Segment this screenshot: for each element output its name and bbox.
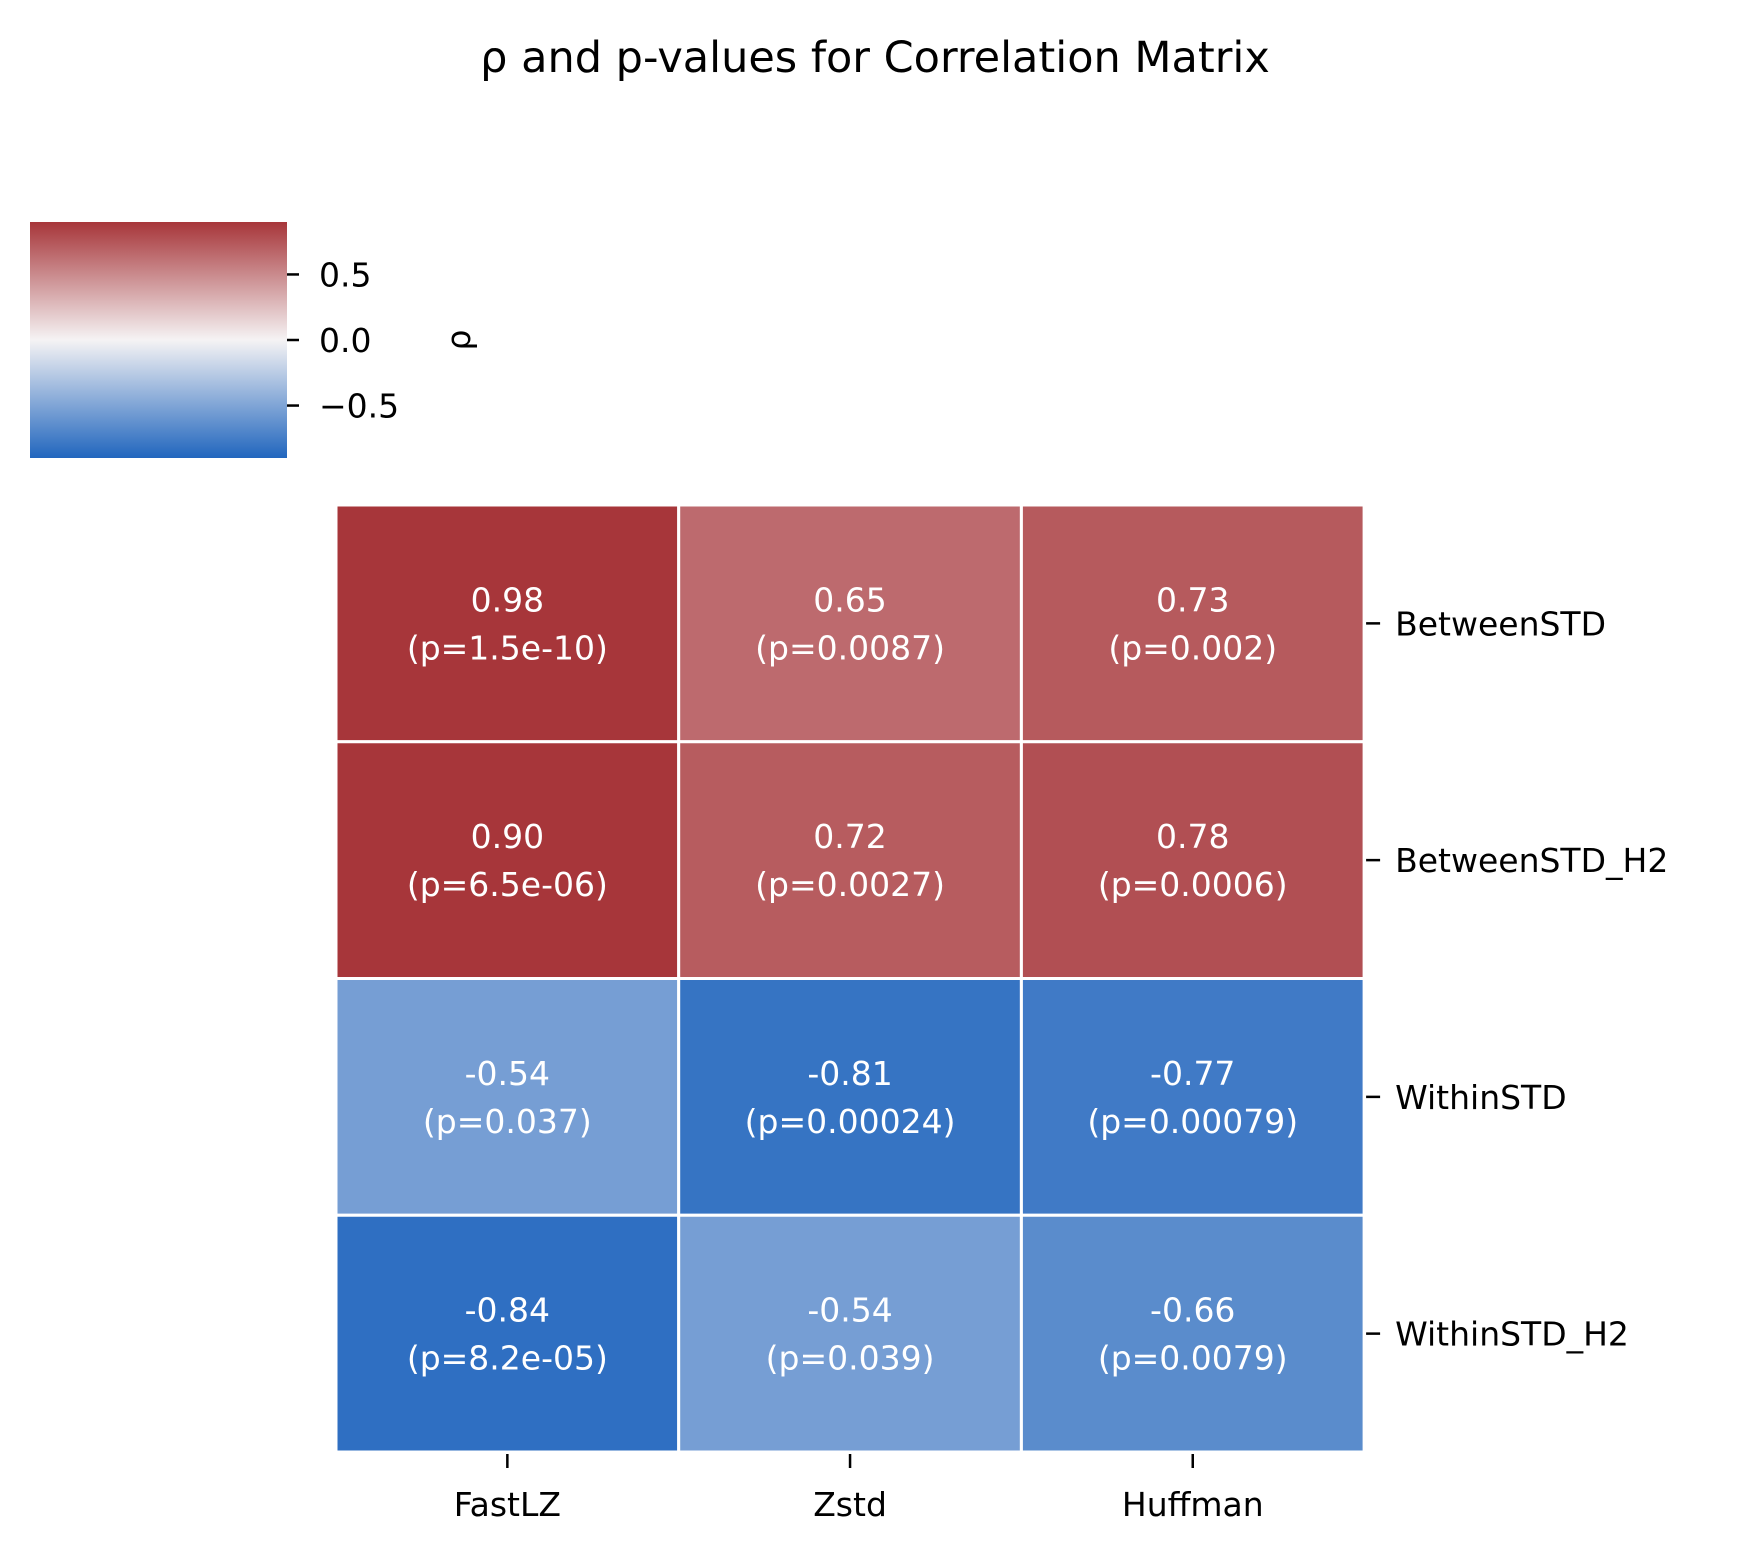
colorbar-tick-label: −0.5 (319, 387, 399, 426)
column-axis: FastLZ Zstd Huffman (454, 1454, 1264, 1524)
colorbar-tick-label: 0.5 (319, 255, 371, 294)
cell-rho-label: 0.78 (1156, 817, 1229, 856)
cell-rho-label: 0.98 (471, 580, 544, 619)
column-tick-label: Huffman (1122, 1485, 1264, 1524)
cell-rho-label: -0.84 (465, 1291, 550, 1330)
cell-rho-label: -0.54 (807, 1291, 892, 1330)
heatmap-cell (1019, 977, 1366, 1217)
row-tick-label: WithinSTD (1395, 1078, 1567, 1117)
cell-p-value-label: (p=0.00024) (745, 1102, 956, 1141)
cell-rho-label: -0.66 (1150, 1291, 1235, 1330)
cell-p-value-label: (p=0.00079) (1087, 1102, 1298, 1141)
heatmap-cell (677, 503, 1023, 744)
colorbar-label: ρ (439, 330, 478, 351)
cell-p-value-label: (p=1.5e-10) (407, 628, 608, 667)
cell-rho-label: -0.81 (807, 1054, 892, 1093)
heatmap-cell (1019, 503, 1366, 744)
cell-rho-label: 0.72 (813, 817, 886, 856)
column-tick-label: FastLZ (454, 1485, 561, 1524)
heatmap-cell (334, 977, 681, 1217)
heatmap-cell (677, 1213, 1023, 1454)
cell-rho-label: 0.73 (1156, 580, 1229, 619)
heatmap-cells: 0.98 (p=1.5e-10) 0.65 (p=0.0087) 0.73 (p=0.00… (334, 503, 1366, 1454)
cell-p-value-label: (p=0.0087) (755, 628, 945, 667)
cell-rho-label: -0.54 (465, 1054, 550, 1093)
cell-p-value-label: (p=0.039) (766, 1339, 935, 1378)
cell-rho-label: 0.90 (471, 817, 544, 856)
cell-p-value-label: (p=0.0027) (755, 865, 945, 904)
row-tick-label: BetweenSTD (1395, 604, 1606, 643)
cell-p-value-label: (p=0.037) (423, 1102, 592, 1141)
row-tick-label: BetweenSTD_H2 (1395, 841, 1668, 880)
cell-p-value-label: (p=0.0079) (1098, 1339, 1288, 1378)
heatmap-cell (334, 740, 681, 980)
heatmap-cell (677, 977, 1023, 1217)
cell-p-value-label: (p=6.5e-06) (407, 865, 608, 904)
heatmap-cell (1019, 740, 1366, 980)
cell-p-value-label: (p=0.002) (1108, 628, 1277, 667)
colorbar-tick-label: 0.0 (319, 321, 371, 360)
heatmap-cell (1019, 1213, 1366, 1454)
cell-p-value-label: (p=0.0006) (1098, 865, 1288, 904)
colorbar: 0.5 0.0 −0.5 ρ (30, 222, 478, 458)
row-axis: BetweenSTD BetweenSTD_H2 WithinSTD WithinST… (1366, 604, 1668, 1354)
chart-title: ρ and p-values for Correlation Matrix (480, 33, 1270, 83)
cell-p-value-label: (p=8.2e-05) (407, 1339, 608, 1378)
colorbar-ticks: 0.5 0.0 −0.5 (287, 255, 399, 426)
cell-rho-label: -0.77 (1150, 1054, 1235, 1093)
row-tick-label: WithinSTD_H2 (1395, 1315, 1629, 1354)
cell-rho-label: 0.65 (813, 580, 886, 619)
heatmap-cell (334, 1213, 681, 1454)
heatmap-cell (677, 740, 1023, 980)
heatmap-cell (334, 503, 681, 744)
column-tick-label: Zstd (813, 1485, 887, 1524)
colorbar-gradient (30, 222, 287, 458)
